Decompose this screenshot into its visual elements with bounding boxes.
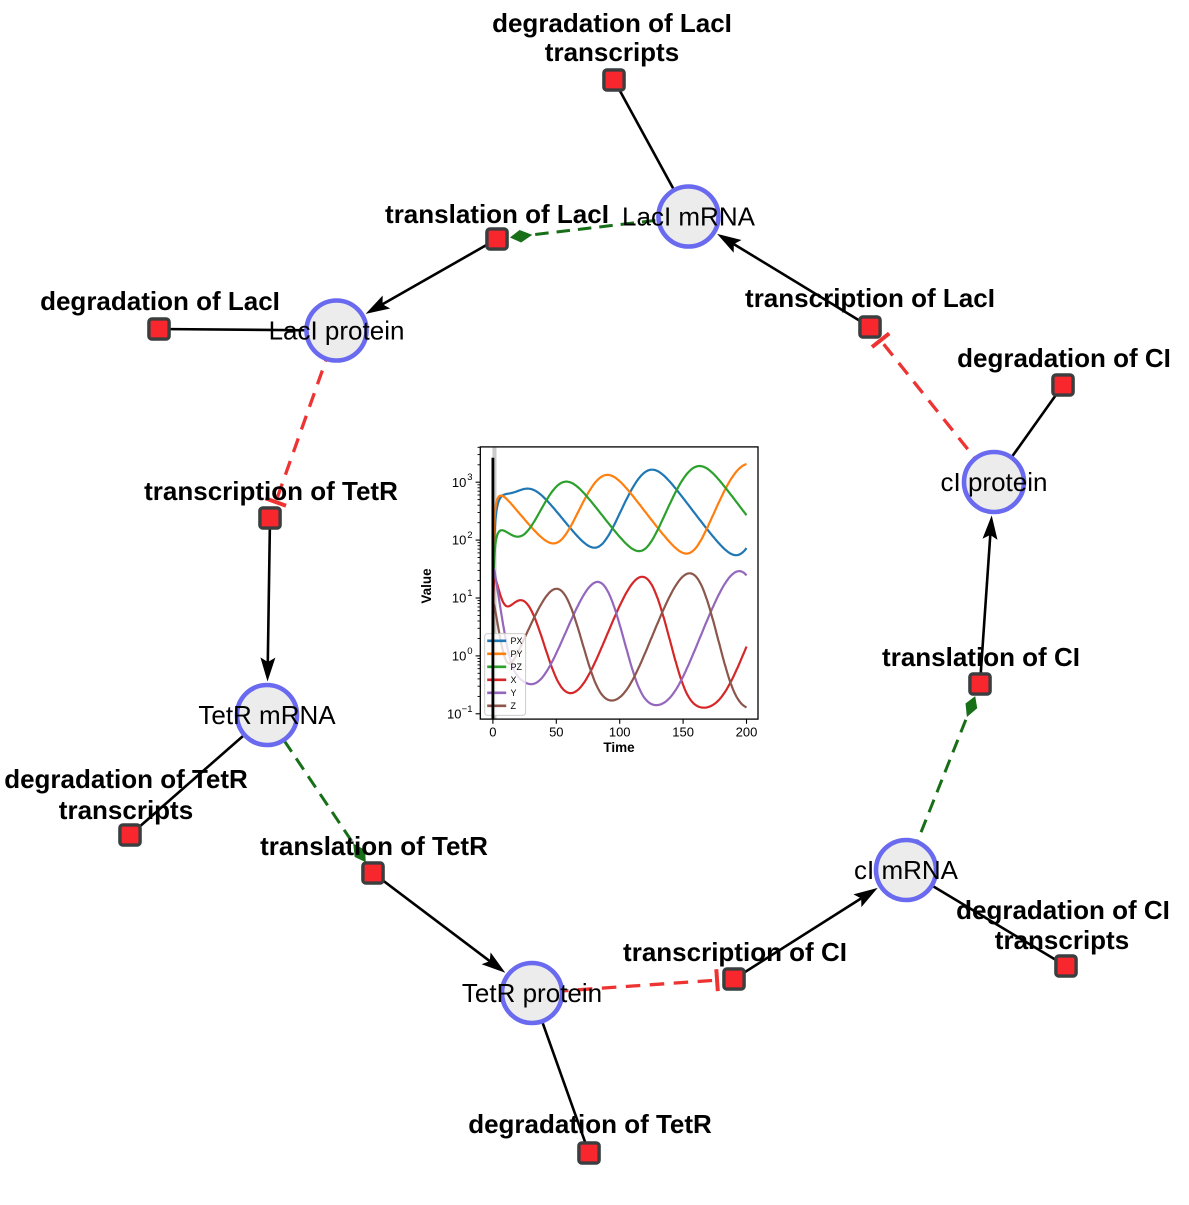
svg-text:transcription of TetR: transcription of TetR [144, 476, 398, 506]
svg-text:100: 100 [609, 724, 631, 739]
svg-text:X: X [511, 675, 517, 685]
svg-text:50: 50 [549, 724, 563, 739]
svg-text:degradation of CI: degradation of CI [956, 895, 1170, 925]
svg-text:−1: −1 [462, 704, 473, 715]
svg-text:degradation of LacI: degradation of LacI [40, 286, 280, 316]
svg-text:LacI mRNA: LacI mRNA [622, 202, 756, 232]
svg-text:PX: PX [511, 636, 523, 646]
svg-text:200: 200 [736, 724, 758, 739]
svg-text:transcripts: transcripts [545, 37, 679, 67]
svg-text:2: 2 [467, 530, 472, 541]
svg-text:translation of LacI: translation of LacI [385, 199, 609, 229]
svg-text:degradation of TetR: degradation of TetR [4, 764, 248, 794]
svg-text:LacI protein: LacI protein [269, 316, 405, 346]
svg-text:PY: PY [511, 649, 523, 659]
svg-text:10: 10 [452, 591, 466, 606]
svg-text:transcripts: transcripts [59, 795, 193, 825]
svg-text:degradation of LacI: degradation of LacI [492, 8, 732, 38]
svg-text:Y: Y [511, 688, 517, 698]
svg-text:TetR mRNA: TetR mRNA [198, 700, 336, 730]
svg-text:translation of CI: translation of CI [882, 642, 1080, 672]
svg-text:0: 0 [467, 646, 472, 657]
svg-text:1: 1 [467, 588, 472, 599]
svg-text:Time: Time [603, 740, 635, 755]
svg-text:PZ: PZ [511, 662, 523, 672]
svg-text:transcription of LacI: transcription of LacI [745, 283, 995, 313]
svg-text:degradation of TetR: degradation of TetR [468, 1109, 712, 1139]
svg-text:degradation of CI: degradation of CI [957, 343, 1171, 373]
svg-text:TetR protein: TetR protein [462, 978, 602, 1008]
svg-text:10: 10 [452, 475, 466, 490]
svg-text:Value: Value [419, 568, 434, 604]
svg-text:transcription of CI: transcription of CI [623, 937, 847, 967]
svg-text:transcripts: transcripts [995, 925, 1129, 955]
svg-text:10: 10 [447, 706, 461, 721]
svg-text:0: 0 [489, 724, 496, 739]
svg-text:150: 150 [672, 724, 694, 739]
svg-text:3: 3 [467, 472, 472, 483]
svg-text:cI protein: cI protein [941, 467, 1048, 497]
svg-text:Z: Z [511, 701, 517, 711]
svg-text:10: 10 [452, 533, 466, 548]
svg-text:cI mRNA: cI mRNA [854, 855, 959, 885]
svg-text:translation of TetR: translation of TetR [260, 831, 488, 861]
svg-text:10: 10 [452, 649, 466, 664]
